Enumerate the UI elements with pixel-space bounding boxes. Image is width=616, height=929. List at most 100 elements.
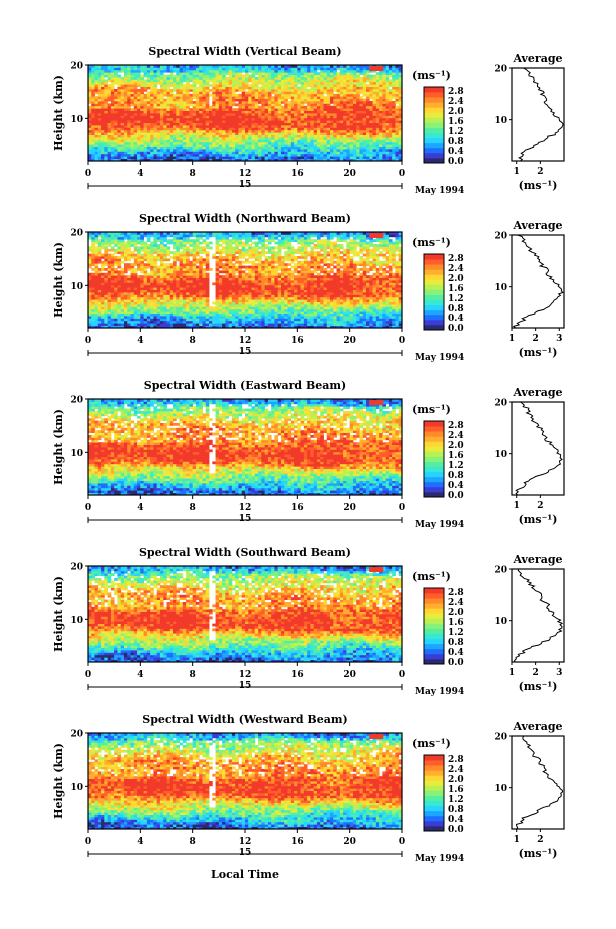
heatmap-cell [130, 141, 135, 145]
heatmap-cell [326, 156, 331, 159]
heatmap-cell [320, 153, 324, 157]
heatmap-cell [114, 81, 118, 85]
heatmap-cell [284, 137, 288, 140]
heatmap-cell [307, 93, 311, 97]
heatmap-cell [199, 117, 203, 121]
heatmap-cell [182, 260, 187, 264]
heatmap-cell [88, 86, 92, 90]
heatmap-cell [104, 146, 109, 150]
heatmap-cell [199, 127, 203, 131]
heatmap-cell [91, 284, 95, 288]
heatmap-cell [323, 122, 328, 126]
heatmap-cell [251, 69, 256, 73]
heatmap-cell [127, 313, 131, 317]
heatmap-cell [186, 236, 190, 240]
heatmap-cell [104, 258, 109, 262]
heatmap-cell [88, 139, 92, 143]
heatmap-cell [189, 98, 194, 102]
heatmap-cell [150, 151, 154, 155]
heatmap-cell [333, 129, 337, 133]
heatmap-cell [114, 67, 118, 71]
heatmap-cell [133, 253, 138, 257]
heatmap-cell [104, 81, 109, 85]
heatmap-cell [186, 246, 190, 250]
heatmap-cell [385, 77, 390, 80]
heatmap-cell [140, 244, 144, 247]
heatmap-cell [392, 117, 396, 121]
heatmap-cell [114, 275, 118, 278]
heatmap-cell [310, 96, 315, 99]
heatmap-cell [303, 65, 308, 68]
heatmap-cell [104, 105, 109, 109]
heatmap-cell [215, 134, 220, 138]
heatmap-cell [294, 84, 298, 87]
heatmap-cell [385, 139, 390, 143]
heatmap-cell [91, 325, 95, 329]
heatmap-cell [163, 103, 167, 107]
heatmap-cell [166, 284, 171, 288]
heatmap-cell [356, 156, 360, 159]
heatmap-cell [290, 141, 295, 145]
heatmap-cell [349, 108, 354, 111]
heatmap-cell [166, 275, 171, 278]
heatmap-cell [176, 77, 180, 80]
heatmap-cell [362, 89, 367, 92]
heatmap-cell [179, 232, 184, 235]
heatmap-cell [88, 125, 92, 128]
heatmap-cell [359, 105, 364, 109]
heatmap-cell [94, 320, 99, 324]
heatmap-cell [127, 265, 131, 269]
heatmap-cell [287, 156, 292, 159]
heatmap-cell [395, 98, 400, 102]
heatmap-cell [231, 101, 236, 104]
heatmap-cell [297, 115, 301, 119]
heatmap-cell [261, 141, 266, 145]
heatmap-cell [91, 122, 95, 126]
heatmap-cell [294, 110, 298, 114]
heatmap-cell [166, 292, 171, 295]
heatmap-cell [323, 151, 328, 155]
heatmap-cell [277, 84, 282, 87]
heatmap-cell [192, 127, 197, 131]
heatmap-cell [310, 153, 315, 157]
heatmap-cell [215, 93, 220, 97]
heatmap-cell [375, 81, 380, 85]
heatmap-cell [156, 129, 161, 133]
heatmap-cell [186, 96, 190, 99]
heatmap-cell [166, 146, 171, 150]
heatmap-cell [245, 93, 249, 97]
heatmap-cell [297, 122, 301, 126]
heatmap-cell [349, 84, 354, 87]
heatmap-cell [117, 292, 122, 295]
heatmap-cell [173, 69, 177, 73]
heatmap-cell [267, 153, 272, 157]
heatmap-cell [313, 134, 318, 138]
heatmap-cell [114, 318, 118, 322]
heatmap-cell [140, 270, 144, 274]
heatmap-cell [97, 120, 102, 123]
heatmap-cell [186, 251, 190, 254]
heatmap-cell [179, 318, 184, 322]
heatmap-cell [163, 105, 167, 109]
heatmap-cell [179, 304, 184, 307]
heatmap-cell [323, 91, 328, 95]
heatmap-cell [94, 316, 99, 319]
heatmap-cell [238, 117, 243, 121]
heatmap-cell [159, 289, 164, 293]
heatmap-cell [346, 132, 351, 135]
heatmap-cell [104, 292, 109, 295]
heatmap-cell [88, 234, 92, 238]
heatmap-cell [218, 65, 223, 68]
heatmap-cell [205, 141, 210, 145]
heatmap-cell [199, 103, 203, 107]
heatmap-cell [346, 108, 351, 111]
heatmap-cell [323, 105, 328, 109]
heatmap-cell [241, 120, 246, 123]
heatmap-cell [156, 117, 161, 121]
heatmap-cell [192, 110, 197, 114]
heatmap-cell [114, 277, 118, 281]
heatmap-cell [254, 144, 259, 147]
heatmap-cell [101, 146, 105, 150]
heatmap-cell [137, 105, 141, 109]
